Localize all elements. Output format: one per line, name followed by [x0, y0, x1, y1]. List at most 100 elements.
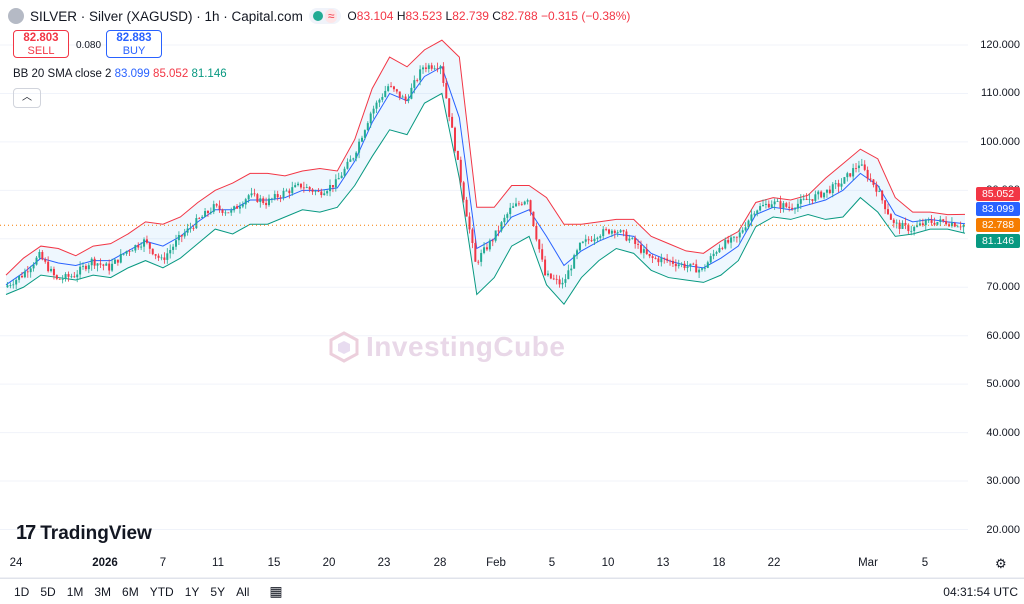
- price-tick-label: 70.000: [986, 281, 1020, 294]
- price-tick-label: 50.000: [986, 378, 1020, 391]
- last-price-tag: 82.788: [976, 218, 1020, 232]
- gear-icon[interactable]: ⚙: [995, 556, 1007, 571]
- candle: [776, 198, 779, 202]
- candle: [169, 244, 172, 259]
- candle: [898, 219, 901, 235]
- candle: [663, 257, 666, 264]
- candle: [55, 274, 58, 281]
- candle: [628, 234, 631, 244]
- range-button-all[interactable]: All: [236, 584, 250, 599]
- candle: [70, 273, 73, 279]
- candle: [453, 126, 456, 153]
- candle: [860, 158, 863, 167]
- candle: [131, 249, 134, 252]
- candle: [793, 207, 796, 214]
- range-button-3m[interactable]: 3M: [94, 584, 112, 599]
- range-button-1d[interactable]: 1D: [14, 584, 30, 599]
- candle: [462, 180, 465, 203]
- candle: [299, 183, 302, 190]
- candle: [616, 229, 619, 237]
- indicator-label: BB 20 SMA close 2: [13, 68, 112, 80]
- candle: [875, 181, 878, 197]
- candle: [398, 91, 401, 101]
- candle: [137, 242, 140, 250]
- range-button-5y[interactable]: 5Y: [210, 584, 226, 599]
- candle: [718, 244, 721, 253]
- range-button-6m[interactable]: 6M: [122, 584, 139, 599]
- candle: [244, 197, 247, 209]
- candle: [619, 228, 622, 234]
- candle: [180, 234, 183, 243]
- candle: [596, 236, 599, 243]
- candle: [657, 256, 660, 266]
- candle: [570, 264, 573, 276]
- candle: [515, 197, 518, 207]
- candle: [857, 160, 860, 173]
- candle: [140, 242, 143, 251]
- candle: [355, 151, 358, 162]
- calendar-icon[interactable]: ▦: [269, 583, 283, 599]
- bollinger-band-fill: [6, 40, 965, 305]
- candle: [23, 268, 26, 279]
- candle: [561, 277, 564, 289]
- market-status[interactable]: ≈: [308, 8, 342, 24]
- buy-button[interactable]: 82.883 BUY: [106, 30, 162, 58]
- indicator-legend[interactable]: BB 20 SMA close 2 83.099 85.052 81.146: [13, 68, 227, 80]
- bb-lower-line: [5, 92, 966, 306]
- candle: [346, 158, 349, 170]
- candle: [886, 203, 889, 216]
- candle: [581, 240, 584, 244]
- close-value: 82.788: [500, 9, 538, 23]
- candle: [145, 235, 148, 245]
- candle: [238, 202, 241, 214]
- candle: [265, 197, 268, 209]
- candle: [105, 262, 108, 266]
- candle: [529, 199, 532, 216]
- candle: [605, 227, 608, 232]
- candle: [9, 282, 12, 289]
- candle: [201, 214, 204, 219]
- candle: [637, 239, 640, 249]
- low-value: 82.739: [452, 9, 489, 23]
- time-tick-label: 7: [159, 557, 167, 569]
- candle: [791, 203, 794, 211]
- collapse-legend-button[interactable]: ︿: [13, 88, 41, 108]
- range-button-ytd[interactable]: YTD: [149, 584, 174, 599]
- range-button-1y[interactable]: 1Y: [184, 584, 200, 599]
- candle: [430, 62, 433, 71]
- candle: [366, 121, 369, 131]
- candle: [352, 157, 355, 162]
- candle: [953, 221, 956, 228]
- candle: [427, 63, 430, 73]
- candle: [134, 244, 137, 253]
- tradingview-logo[interactable]: 17 TradingView: [16, 522, 152, 545]
- symbol-title[interactable]: SILVER · Silver (XAGUSD) · 1h · Capital.…: [30, 8, 303, 24]
- candle: [950, 217, 953, 228]
- utc-clock[interactable]: 04:31:54 UTC: [943, 584, 1018, 599]
- candle: [189, 222, 192, 233]
- candle: [143, 237, 146, 253]
- candle: [825, 189, 828, 198]
- candle: [805, 193, 808, 201]
- candle: [741, 227, 744, 234]
- range-button-5d[interactable]: 5D: [40, 584, 56, 599]
- candle: [387, 83, 390, 93]
- candle: [297, 181, 300, 187]
- candle: [608, 228, 611, 235]
- open-label: O: [347, 9, 357, 23]
- candle: [93, 256, 96, 270]
- candle: [334, 174, 337, 192]
- candle: [491, 238, 494, 247]
- high-label: H: [396, 9, 406, 23]
- candle: [35, 256, 38, 266]
- range-button-1m[interactable]: 1M: [66, 584, 84, 599]
- candle: [881, 189, 884, 204]
- candle: [32, 262, 35, 272]
- candle: [253, 188, 256, 197]
- candle: [863, 160, 866, 172]
- candle: [750, 209, 753, 227]
- sell-button[interactable]: 82.803 SELL: [13, 30, 69, 58]
- candle: [590, 235, 593, 243]
- candle: [552, 274, 555, 281]
